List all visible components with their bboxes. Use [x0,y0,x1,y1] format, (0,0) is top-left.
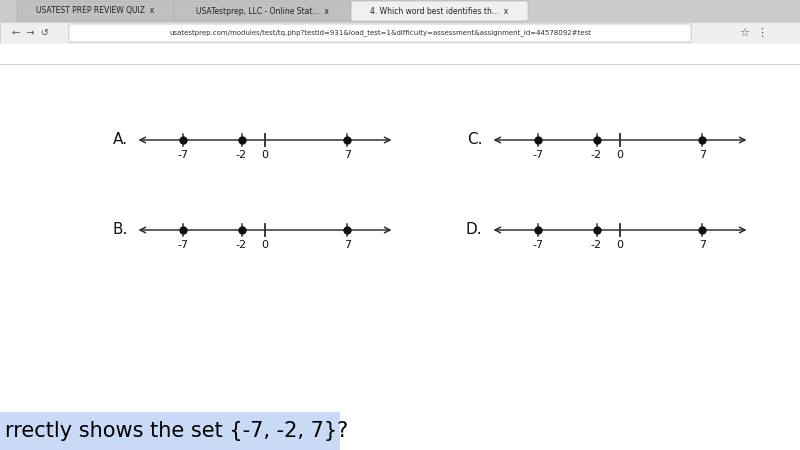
Text: -7: -7 [177,150,188,160]
Text: 7: 7 [698,240,706,250]
Text: USATEST PREP REVIEW QUIZ  x: USATEST PREP REVIEW QUIZ x [36,6,154,15]
Text: 0: 0 [262,150,269,160]
Text: -2: -2 [591,240,602,250]
Text: -2: -2 [236,240,247,250]
Text: rrectly shows the set {-7, -2, 7}?: rrectly shows the set {-7, -2, 7}? [5,421,348,441]
Text: ☆  ⋮: ☆ ⋮ [740,28,768,38]
Text: -7: -7 [532,240,543,250]
Text: usatestprep.com/modules/test/tq.php?testid=931&load_test=1&difficulty=assessment: usatestprep.com/modules/test/tq.php?test… [169,30,591,36]
FancyBboxPatch shape [69,24,691,42]
Text: -2: -2 [591,150,602,160]
Text: C.: C. [467,132,482,148]
Text: 4. Which word best identifies th...  x: 4. Which word best identifies th... x [370,6,509,15]
Text: 7: 7 [344,240,351,250]
Text: -2: -2 [236,150,247,160]
Text: 0: 0 [617,240,623,250]
Text: 7: 7 [344,150,351,160]
Text: 0: 0 [617,150,623,160]
Text: 7: 7 [698,150,706,160]
Text: D.: D. [466,222,482,238]
Text: 0: 0 [262,240,269,250]
Text: -7: -7 [532,150,543,160]
FancyBboxPatch shape [174,1,351,21]
Text: B.: B. [112,222,127,238]
FancyBboxPatch shape [351,1,528,21]
Bar [0,0,800,22]
Text: A.: A. [113,132,127,148]
Bar [0,22,800,44]
Bar [0,412,340,450]
Text: USATestprep, LLC - Online Stat...  x: USATestprep, LLC - Online Stat... x [196,6,329,15]
Text: -7: -7 [177,240,188,250]
Text: ←  →  ↺: ← → ↺ [12,28,49,38]
FancyBboxPatch shape [17,1,174,21]
